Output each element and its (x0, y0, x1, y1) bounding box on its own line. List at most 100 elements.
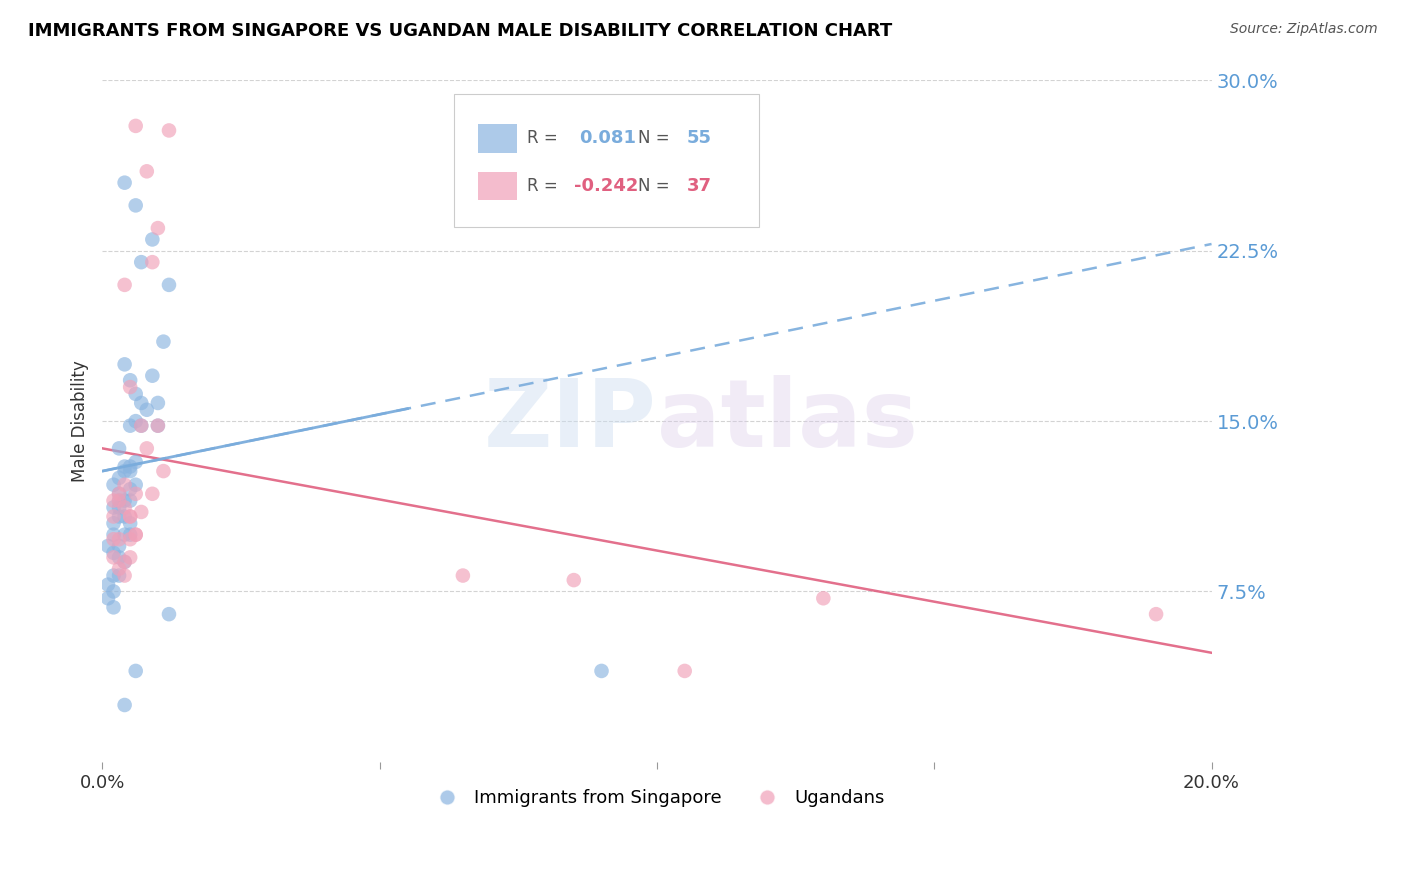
Point (103, 533, 125, 547)
Point (103, 600, 125, 615)
Text: ZIP: ZIP (484, 376, 657, 467)
Text: 37: 37 (688, 178, 711, 195)
Point (108, 539, 131, 553)
Point (103, 493, 125, 508)
Point (103, 477, 125, 491)
Point (135, 442, 157, 456)
Text: R =: R = (527, 129, 564, 147)
Point (120, 533, 142, 547)
Point (114, 459, 136, 474)
Point (114, 357, 136, 371)
Text: IMMIGRANTS FROM SINGAPORE VS UGANDAN MALE DISABILITY CORRELATION CHART: IMMIGRANTS FROM SINGAPORE VS UGANDAN MAL… (28, 22, 893, 40)
Point (125, 527, 148, 541)
Point (103, 516, 125, 531)
FancyBboxPatch shape (454, 94, 759, 227)
Point (152, 334, 174, 349)
Point (114, 464, 136, 478)
Point (146, 418, 169, 433)
Point (97, 591, 120, 606)
Point (562, 573, 585, 587)
Text: -0.242: -0.242 (574, 178, 638, 195)
Point (146, 221, 169, 235)
Point (125, 414, 148, 428)
Point (152, 464, 174, 478)
Point (114, 509, 136, 524)
Point (114, 493, 136, 508)
Point (146, 396, 169, 410)
Point (108, 493, 131, 508)
Point (103, 546, 125, 560)
Point (120, 527, 142, 541)
Point (108, 471, 131, 485)
FancyBboxPatch shape (478, 124, 517, 153)
Point (135, 402, 157, 417)
Point (108, 500, 131, 515)
Point (114, 527, 136, 541)
Point (120, 516, 142, 531)
Point (146, 418, 169, 433)
Point (108, 562, 131, 576)
Point (120, 373, 142, 387)
Point (129, 418, 152, 433)
Point (129, 255, 152, 269)
Point (120, 464, 142, 478)
Point (108, 568, 131, 582)
Point (120, 459, 142, 474)
Text: 55: 55 (688, 129, 711, 147)
Point (103, 500, 125, 515)
Point (120, 509, 142, 524)
Point (114, 477, 136, 491)
Point (591, 664, 613, 678)
Y-axis label: Male Disability: Male Disability (72, 360, 89, 482)
Legend: Immigrants from Singapore, Ugandans: Immigrants from Singapore, Ugandans (422, 781, 891, 814)
Point (108, 487, 131, 501)
Point (114, 555, 136, 569)
Point (125, 487, 148, 501)
Point (108, 487, 131, 501)
Point (813, 591, 835, 606)
Point (120, 493, 142, 508)
Point (120, 380, 142, 394)
Point (1144, 607, 1167, 622)
Point (120, 509, 142, 524)
Point (114, 500, 136, 515)
FancyBboxPatch shape (478, 172, 517, 201)
Point (129, 396, 152, 410)
Point (108, 509, 131, 524)
Point (125, 119, 148, 133)
Point (120, 550, 142, 565)
Point (125, 387, 148, 401)
Point (114, 277, 136, 292)
Point (129, 418, 152, 433)
Point (673, 664, 696, 678)
Point (135, 164, 157, 178)
Text: R =: R = (527, 178, 564, 195)
Text: Source: ZipAtlas.com: Source: ZipAtlas.com (1230, 22, 1378, 37)
Point (125, 527, 148, 541)
Point (120, 482, 142, 496)
Point (114, 176, 136, 190)
Point (114, 568, 136, 582)
Text: atlas: atlas (657, 376, 918, 467)
Point (141, 232, 163, 246)
Point (125, 455, 148, 469)
Point (108, 442, 131, 456)
Point (103, 527, 125, 541)
Text: N =: N = (638, 129, 675, 147)
Point (97, 539, 120, 553)
Point (97, 577, 120, 591)
Point (108, 533, 131, 547)
Point (157, 277, 180, 292)
Point (103, 509, 125, 524)
Point (125, 198, 148, 212)
Point (157, 123, 180, 137)
Point (114, 555, 136, 569)
Point (120, 418, 142, 433)
Point (141, 487, 163, 501)
Point (129, 505, 152, 519)
Point (114, 698, 136, 712)
Point (103, 584, 125, 599)
Point (157, 607, 180, 622)
Point (125, 477, 148, 491)
Point (451, 568, 474, 582)
